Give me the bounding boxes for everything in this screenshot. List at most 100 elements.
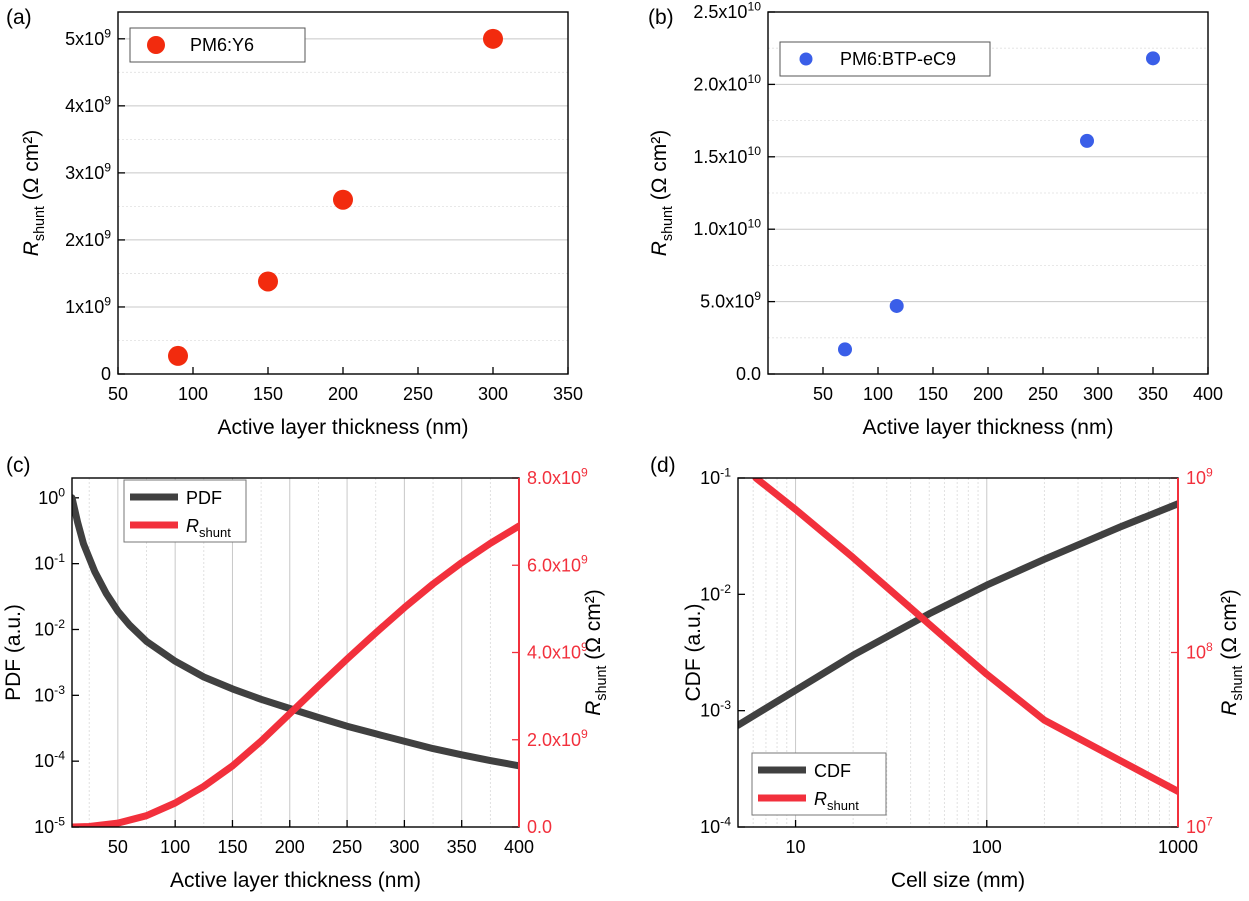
series-group <box>838 51 1160 357</box>
series-line-rshunt <box>72 522 519 827</box>
data-point <box>889 298 904 313</box>
series-group <box>168 28 503 366</box>
data-point <box>483 28 503 49</box>
x-tick-label: 350 <box>553 384 583 404</box>
y-tick-label: 10-4 <box>700 814 731 837</box>
series-group <box>738 478 1178 795</box>
y-tick-label: 10-3 <box>34 683 65 706</box>
legend: PDF Rshunt <box>123 479 247 543</box>
legend-marker <box>147 36 165 54</box>
y-tick-label: 100 <box>38 485 65 508</box>
y-tick-label: 2.5x1010 <box>693 0 761 22</box>
x-tick-label: 200 <box>275 837 305 857</box>
y-right-tick-label: 107 <box>1186 814 1213 837</box>
y-tick-label: 2.0x1010 <box>693 72 761 95</box>
data-point <box>838 342 852 357</box>
y-right-tick-label: 2.0x109 <box>527 727 588 750</box>
plot-frame <box>117 11 569 375</box>
data-point <box>1146 51 1160 66</box>
x-tick-label: 200 <box>328 384 358 404</box>
series-line-left <box>738 500 1178 729</box>
legend-label: PM6:BTP-eC9 <box>840 49 956 69</box>
y-tick-label: 5.0x109 <box>700 289 761 312</box>
y-axis-label: Rshunt (Ω cm²) <box>20 130 48 257</box>
y-right-axis-label: Rshunt (Ω cm²) <box>1218 589 1246 716</box>
data-point <box>333 189 353 210</box>
y-right-tick-label: 0.0 <box>527 817 552 837</box>
y-right-tick-label: 109 <box>1186 465 1213 488</box>
x-axis-label: Active layer thickness (nm) <box>863 416 1114 439</box>
legend-box <box>123 479 247 543</box>
x-tick-label: 100 <box>863 384 893 404</box>
legend: PM6:BTP-eC9 <box>779 41 991 77</box>
x-tick-label: 10 <box>786 837 806 857</box>
data-point <box>168 345 188 366</box>
panel-label: (b) <box>648 6 674 29</box>
series-group <box>72 494 519 827</box>
series-line-left <box>72 494 519 770</box>
panel-a: (a) 50 100 150 200 250 300 350 0 1x109 2x109 3x109 4… <box>6 6 583 439</box>
y-right-tick-label: 8.0x109 <box>527 465 588 488</box>
x-axis-label: Active layer thickness (nm) <box>170 869 421 892</box>
panel-label: (c) <box>6 454 31 477</box>
legend-label: PDF <box>186 488 222 508</box>
legend-label: Rshunt <box>186 516 231 540</box>
y-tick-label: 10-1 <box>700 465 731 488</box>
y-tick-label: 10-4 <box>34 749 65 772</box>
y-axis-label: Rshunt (Ω cm²) <box>648 130 676 257</box>
x-tick-label: 150 <box>253 384 283 404</box>
y-right-tick-label: 108 <box>1186 640 1213 663</box>
legend-box <box>779 41 991 77</box>
panel-label: (a) <box>6 6 32 29</box>
y-tick-label: 2x109 <box>65 227 111 250</box>
legend-label: PM6:Y6 <box>190 35 254 55</box>
x-tick-label: 50 <box>813 384 833 404</box>
x-tick-label: 350 <box>447 837 477 857</box>
y-tick-label: 10-2 <box>700 582 731 605</box>
y-tick-label: 0.0 <box>736 364 761 384</box>
x-tick-label: 300 <box>1083 384 1113 404</box>
y-tick-label: 1.0x1010 <box>693 217 761 240</box>
y-tick-label: 10-1 <box>34 551 65 574</box>
x-axis-label: Active layer thickness (nm) <box>218 416 469 439</box>
y-tick-label: 0 <box>101 364 111 384</box>
x-tick-label: 400 <box>504 837 534 857</box>
x-tick-label: 100 <box>972 837 1002 857</box>
x-tick-label: 400 <box>1193 384 1223 404</box>
x-tick-label: 200 <box>973 384 1003 404</box>
legend-label: Rshunt <box>814 789 859 813</box>
gridlines <box>768 47 1208 339</box>
y-axis-label: CDF (a.u.) <box>682 603 705 701</box>
legend: PM6:Y6 <box>129 27 306 63</box>
y-tick-label: 1x109 <box>65 294 111 317</box>
y-tick-label: 5x109 <box>65 26 111 49</box>
data-point <box>258 271 278 292</box>
plot-frame <box>767 11 1209 375</box>
x-tick-label: 50 <box>108 837 128 857</box>
x-tick-label: 50 <box>108 384 128 404</box>
x-tick-label: 1000 <box>1158 837 1198 857</box>
gridlines <box>118 38 568 341</box>
series-line-rshunt <box>752 478 1178 795</box>
x-tick-label: 300 <box>478 384 508 404</box>
legend-marker <box>799 52 813 66</box>
x-tick-label: 100 <box>178 384 208 404</box>
y-axis-label: PDF (a.u.) <box>2 604 25 701</box>
panel-d: (d) 10 100 1000 10-4 10-3 10-2 10-1 107 108 109 Rsh… <box>650 454 1246 892</box>
x-tick-label: 300 <box>389 837 419 857</box>
panel-c: (c) 50 100 150 200 250 300 350 400 10-5 10-4 10-3 10… <box>2 454 610 892</box>
data-point <box>1080 133 1094 148</box>
y-right-tick-label: 6.0x109 <box>527 553 588 576</box>
y-tick-label: 3x109 <box>65 160 111 183</box>
y-right-tick-label: 4.0x109 <box>527 640 588 663</box>
legend-label: CDF <box>814 761 851 781</box>
panel-label: (d) <box>650 454 676 477</box>
x-tick-label: 150 <box>918 384 948 404</box>
y-tick-label: 10-2 <box>34 617 65 640</box>
y-tick-label: 10-5 <box>34 814 65 837</box>
x-axis-label: Cell size (mm) <box>891 869 1025 892</box>
y-tick-label: 10-3 <box>700 698 731 721</box>
panel-b: (b) 50 100 150 200 250 300 350 400 0.0 5.0x109 1.0x… <box>648 0 1223 439</box>
x-tick-label: 350 <box>1138 384 1168 404</box>
